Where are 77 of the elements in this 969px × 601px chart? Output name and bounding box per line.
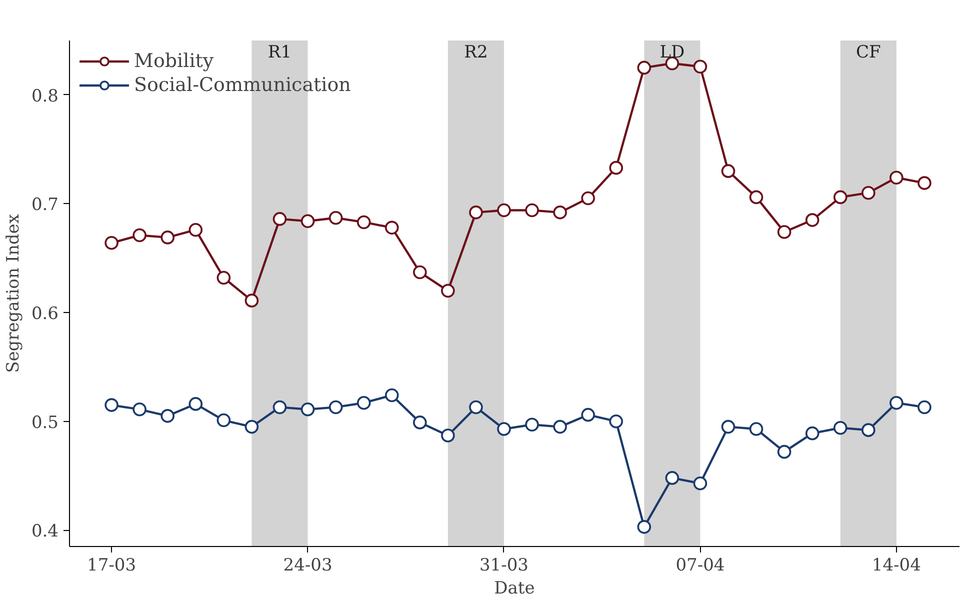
point <box>216 413 231 428</box>
point <box>216 270 231 285</box>
point <box>805 213 820 227</box>
legend-label: Mobility <box>134 50 214 72</box>
point <box>104 398 118 412</box>
point <box>862 186 876 200</box>
point <box>609 160 624 175</box>
x-tick-label: 31-03 <box>479 556 528 576</box>
point <box>188 222 203 237</box>
point <box>160 409 175 423</box>
band-label: LD <box>660 42 685 62</box>
point <box>132 402 146 416</box>
y-axis-title: Segregation Index <box>3 214 24 373</box>
point <box>581 191 595 206</box>
x-axis-title: Date <box>494 578 535 598</box>
point <box>693 476 708 490</box>
point <box>441 428 455 442</box>
point <box>749 422 764 436</box>
point <box>384 388 399 402</box>
point <box>890 170 904 184</box>
point <box>665 471 680 485</box>
point <box>300 402 315 416</box>
point <box>244 420 259 434</box>
y-tick-label: 0.5 <box>31 412 59 433</box>
x-tick-label: 17-03 <box>87 556 136 576</box>
point <box>188 397 203 411</box>
point <box>272 212 287 226</box>
point <box>356 215 371 230</box>
point <box>497 422 511 436</box>
y-tick-label: 0.6 <box>31 304 59 324</box>
point <box>693 60 708 74</box>
point <box>469 206 483 220</box>
point <box>833 421 848 435</box>
point <box>244 294 259 308</box>
point <box>721 164 736 178</box>
point <box>777 225 792 239</box>
point <box>637 60 652 75</box>
point <box>525 418 539 432</box>
point <box>581 408 595 422</box>
point <box>890 396 904 410</box>
y-tick-label: 0.8 <box>31 86 59 106</box>
point <box>272 400 287 414</box>
point <box>609 414 624 428</box>
point <box>328 400 343 414</box>
point <box>525 203 539 218</box>
point <box>805 426 820 440</box>
point <box>553 206 567 220</box>
point <box>104 236 118 250</box>
x-tick-label: 24-03 <box>283 556 332 576</box>
band-label: R1 <box>268 42 292 62</box>
point <box>160 230 175 244</box>
point <box>300 214 315 228</box>
point <box>637 520 652 534</box>
point <box>132 228 146 242</box>
point <box>469 400 483 414</box>
point <box>777 444 792 459</box>
point <box>721 420 736 434</box>
point <box>749 190 764 204</box>
band-label: R2 <box>464 42 488 62</box>
y-tick-label: 0.4 <box>31 522 59 542</box>
point <box>412 416 427 430</box>
point <box>384 220 399 235</box>
point <box>918 400 932 414</box>
point <box>862 423 876 437</box>
point <box>412 265 427 280</box>
point <box>497 203 511 218</box>
point <box>356 396 371 410</box>
point <box>553 420 567 434</box>
point <box>918 176 932 190</box>
point <box>441 284 455 298</box>
point <box>328 210 343 225</box>
x-tick-label: 14-04 <box>872 556 921 576</box>
band-label: CF <box>856 42 882 62</box>
point <box>833 190 848 204</box>
x-tick-label: 07-04 <box>676 556 725 576</box>
y-tick-label: 0.7 <box>31 195 59 216</box>
legend-label: Social-Communication <box>134 74 351 96</box>
